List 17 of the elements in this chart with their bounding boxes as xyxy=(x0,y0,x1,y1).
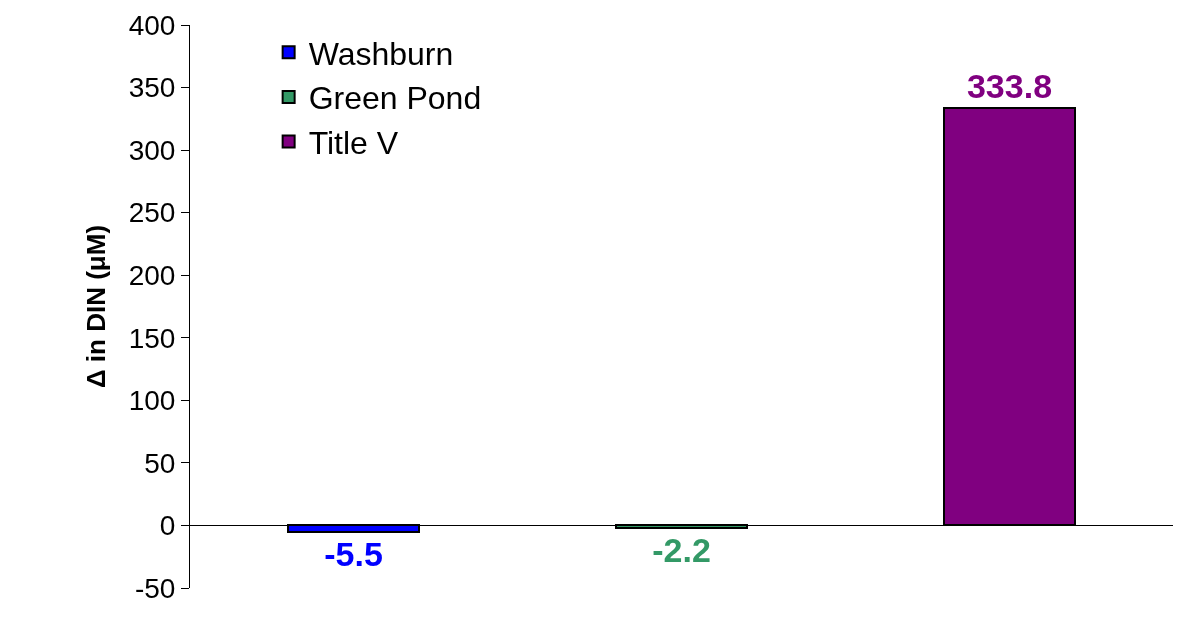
y-tick-label: -50 xyxy=(134,572,176,604)
data-label: -5.5 xyxy=(324,535,383,573)
y-tick-label: 0 xyxy=(159,510,176,542)
data-label: -2.2 xyxy=(652,531,711,569)
y-tick-label: 350 xyxy=(128,72,176,104)
y-tick-label: 50 xyxy=(144,447,176,479)
data-label: 333.8 xyxy=(966,67,1053,105)
legend-label: Title V xyxy=(308,124,399,161)
y-tick-label: 300 xyxy=(128,134,176,166)
y-tick-label: 400 xyxy=(128,9,176,41)
y-tick-label: 100 xyxy=(128,385,176,417)
y-axis-title: Δ in DIN (μM) xyxy=(81,224,112,389)
y-tick-label: 250 xyxy=(128,197,176,229)
legend-label: Green Pond xyxy=(308,80,482,117)
y-tick-label: 150 xyxy=(128,322,176,354)
y-tick-label: 200 xyxy=(128,260,176,292)
legend-label: Washburn xyxy=(308,35,454,72)
